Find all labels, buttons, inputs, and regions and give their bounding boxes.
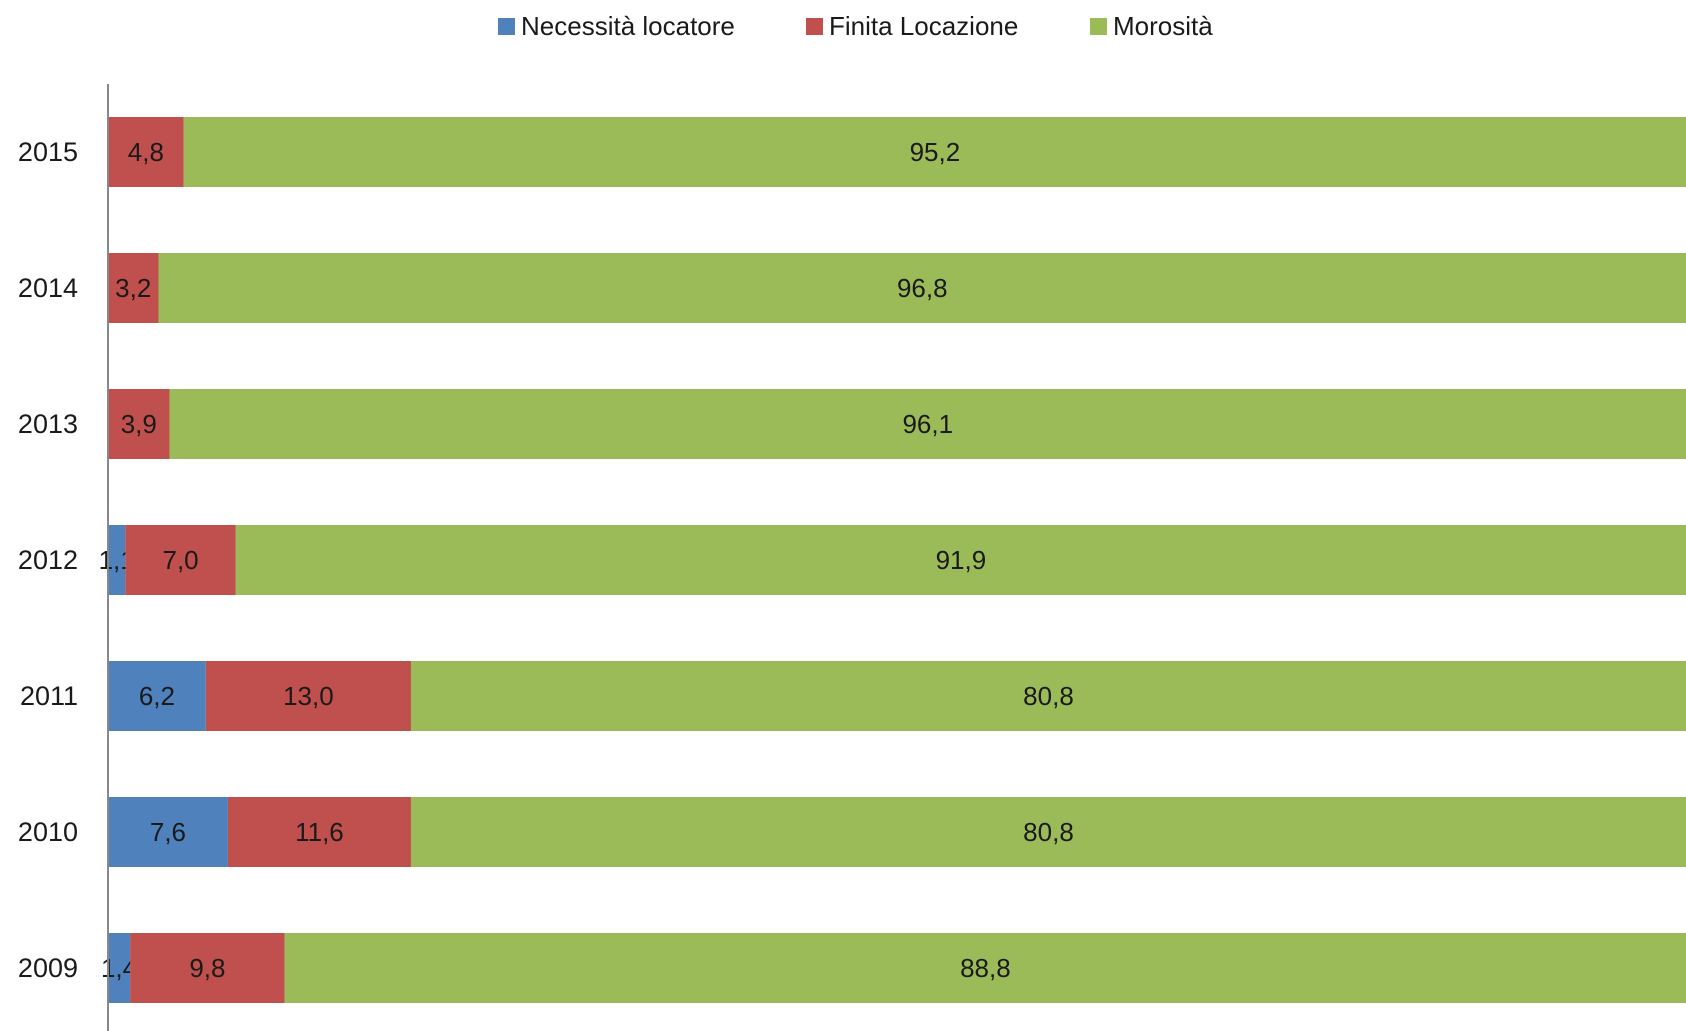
category-label-2012: 2012 — [18, 545, 78, 575]
data-label-morosita-2015: 95,2 — [910, 137, 961, 167]
data-label-morosita-2011: 80,8 — [1023, 681, 1074, 711]
bar-necessita-locatore-2009 — [108, 933, 131, 1003]
data-label-finita-locazione-2013: 3,9 — [121, 409, 157, 439]
bar-finita-locazione-2011 — [205, 661, 411, 731]
legend-swatch-morosita — [1090, 17, 1107, 35]
data-label-finita-locazione-2011: 13,0 — [283, 681, 334, 711]
data-label-morosita-2012: 91,9 — [936, 545, 987, 575]
category-label-2009: 2009 — [18, 953, 78, 983]
legend-label-morosita: Morosità — [1113, 10, 1213, 41]
legend-item-morosita: Morosità — [1090, 8, 1213, 44]
bar-finita-locazione-2010 — [227, 797, 411, 867]
bar-finita-locazione-2012 — [125, 525, 236, 595]
data-label-finita-locazione-2014: 3,2 — [115, 273, 151, 303]
legend-item-necessita-locatore: Necessità locatore — [498, 8, 735, 44]
category-label-2014: 2014 — [18, 273, 78, 303]
category-label-2015: 2015 — [18, 137, 78, 167]
bar-morosita-2012 — [235, 525, 1686, 595]
category-label-2011: 2011 — [20, 681, 78, 711]
data-label-morosita-2009: 88,8 — [960, 953, 1011, 983]
data-label-finita-locazione-2010: 11,6 — [295, 817, 344, 847]
bar-finita-locazione-2014 — [108, 253, 159, 323]
bar-morosita-2015 — [183, 117, 1686, 187]
data-label-finita-locazione-2012: 7,0 — [163, 545, 199, 575]
bar-morosita-2014 — [158, 253, 1686, 323]
bar-necessita-locatore-2012 — [108, 525, 126, 595]
chart-legend: Necessità locatore Finita Locazione Moro… — [0, 8, 1686, 44]
category-label-2013: 2013 — [18, 409, 78, 439]
bar-finita-locazione-2015 — [108, 117, 184, 187]
data-label-morosita-2013: 96,1 — [902, 409, 953, 439]
category-label-2010: 2010 — [18, 817, 78, 847]
bar-finita-locazione-2013 — [108, 389, 170, 459]
bar-morosita-2013 — [169, 389, 1686, 459]
bar-morosita-2009 — [284, 933, 1686, 1003]
legend-label-finita-locazione: Finita Locazione — [829, 10, 1019, 41]
bar-necessita-locatore-2010 — [108, 797, 228, 867]
bar-finita-locazione-2009 — [130, 933, 285, 1003]
bar-morosita-2011 — [410, 661, 1686, 731]
bar-morosita-2010 — [410, 797, 1686, 867]
data-label-morosita-2010: 80,8 — [1023, 817, 1074, 847]
legend-swatch-necessita-locatore — [498, 17, 515, 35]
data-label-necessita-locatore-2010: 7,6 — [150, 817, 186, 847]
legend-label-necessita-locatore: Necessità locatore — [521, 10, 735, 41]
legend-item-finita-locazione: Finita Locazione — [806, 8, 1018, 44]
bar-necessita-locatore-2011 — [108, 661, 206, 731]
data-label-morosita-2014: 96,8 — [897, 273, 948, 303]
data-label-finita-locazione-2015: 4,8 — [128, 137, 164, 167]
data-label-necessita-locatore-2011: 6,2 — [139, 681, 175, 711]
data-label-finita-locazione-2009: 9,8 — [189, 953, 225, 983]
legend-swatch-finita-locazione — [806, 17, 823, 35]
